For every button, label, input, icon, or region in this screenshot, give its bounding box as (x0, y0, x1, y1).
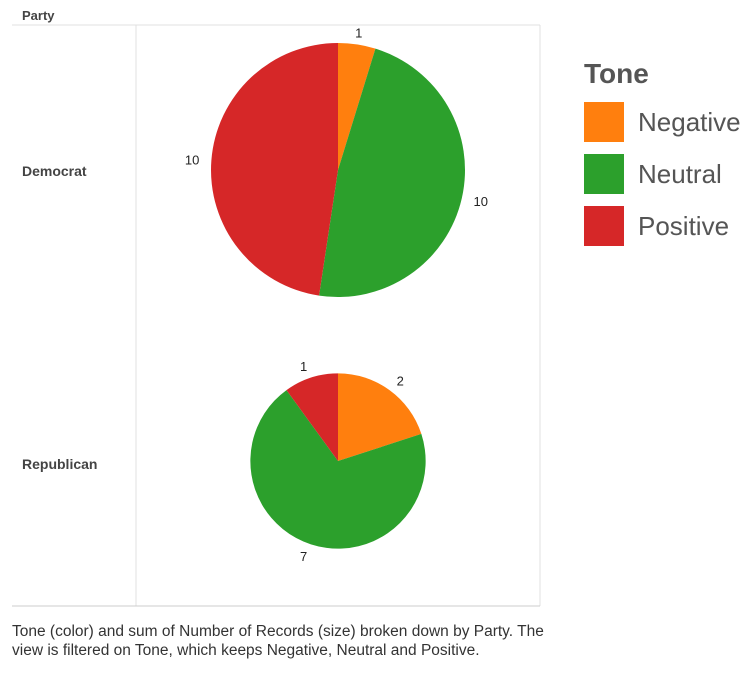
pie-slice-republican-neutral[interactable] (250, 390, 426, 549)
legend-swatch-positive (584, 206, 624, 246)
legend-item-positive[interactable]: Positive (584, 200, 741, 252)
data-label-democrat-positive: 10 (185, 153, 199, 168)
pies-group: 1 10 10 2 7 1 (185, 26, 488, 564)
pie-slice-republican-negative[interactable] (338, 373, 422, 461)
legend-item-negative[interactable]: Negative (584, 96, 741, 148)
data-label-republican-negative: 2 (397, 373, 404, 388)
pie-slice-republican-positive[interactable] (286, 373, 338, 461)
legend-item-neutral[interactable]: Neutral (584, 148, 741, 200)
row-header: Party (22, 8, 55, 23)
row-label-republican[interactable]: Republican (22, 456, 98, 472)
legend-swatch-neutral (584, 154, 624, 194)
legend-label-neutral: Neutral (638, 158, 722, 189)
pie-slice-democrat-positive[interactable] (211, 43, 338, 296)
data-label-republican-neutral: 7 (300, 549, 307, 564)
data-label-democrat-negative: 1 (355, 26, 362, 41)
data-label-democrat-neutral: 10 (474, 194, 488, 209)
legend-label-negative: Negative (638, 106, 741, 137)
row-label-democrat[interactable]: Democrat (22, 163, 87, 179)
pie-slice-democrat-neutral[interactable] (319, 48, 465, 297)
data-label-republican-positive: 1 (300, 359, 307, 374)
chart-caption: Tone (color) and sum of Number of Record… (12, 623, 544, 659)
legend-swatch-negative (584, 102, 624, 142)
legend: Tone Negative Neutral Positive (584, 58, 741, 252)
legend-title: Tone (584, 58, 649, 89)
pie-slice-democrat-negative[interactable] (338, 43, 376, 170)
legend-label-positive: Positive (638, 210, 730, 241)
